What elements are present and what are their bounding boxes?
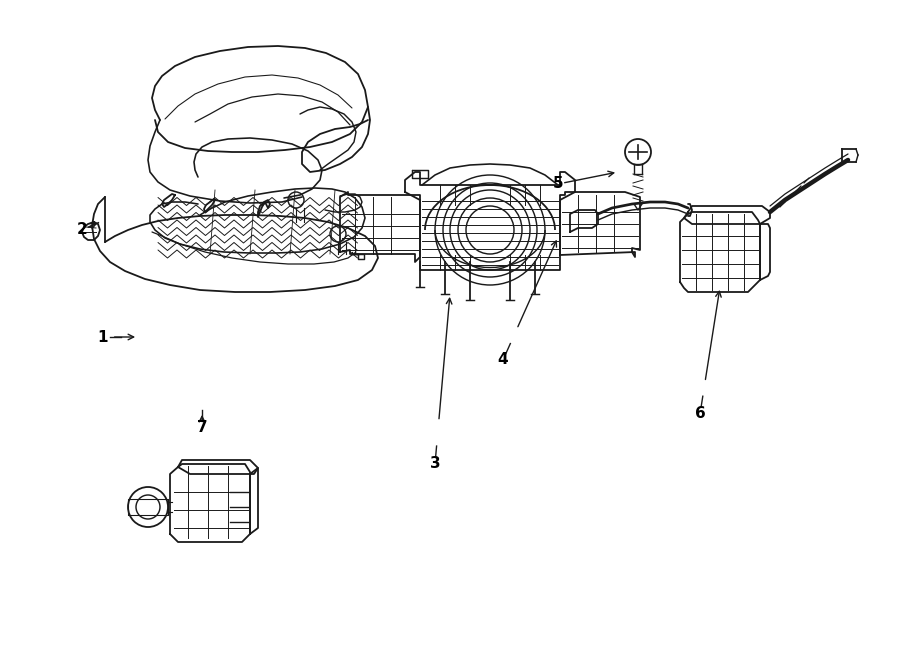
Text: 7: 7 bbox=[197, 420, 207, 436]
Text: 3: 3 bbox=[429, 457, 440, 471]
Text: 1: 1 bbox=[98, 330, 108, 344]
Text: 4: 4 bbox=[498, 352, 508, 367]
Text: 2: 2 bbox=[76, 222, 87, 238]
Text: 5: 5 bbox=[553, 177, 563, 191]
Text: 6: 6 bbox=[695, 406, 706, 422]
